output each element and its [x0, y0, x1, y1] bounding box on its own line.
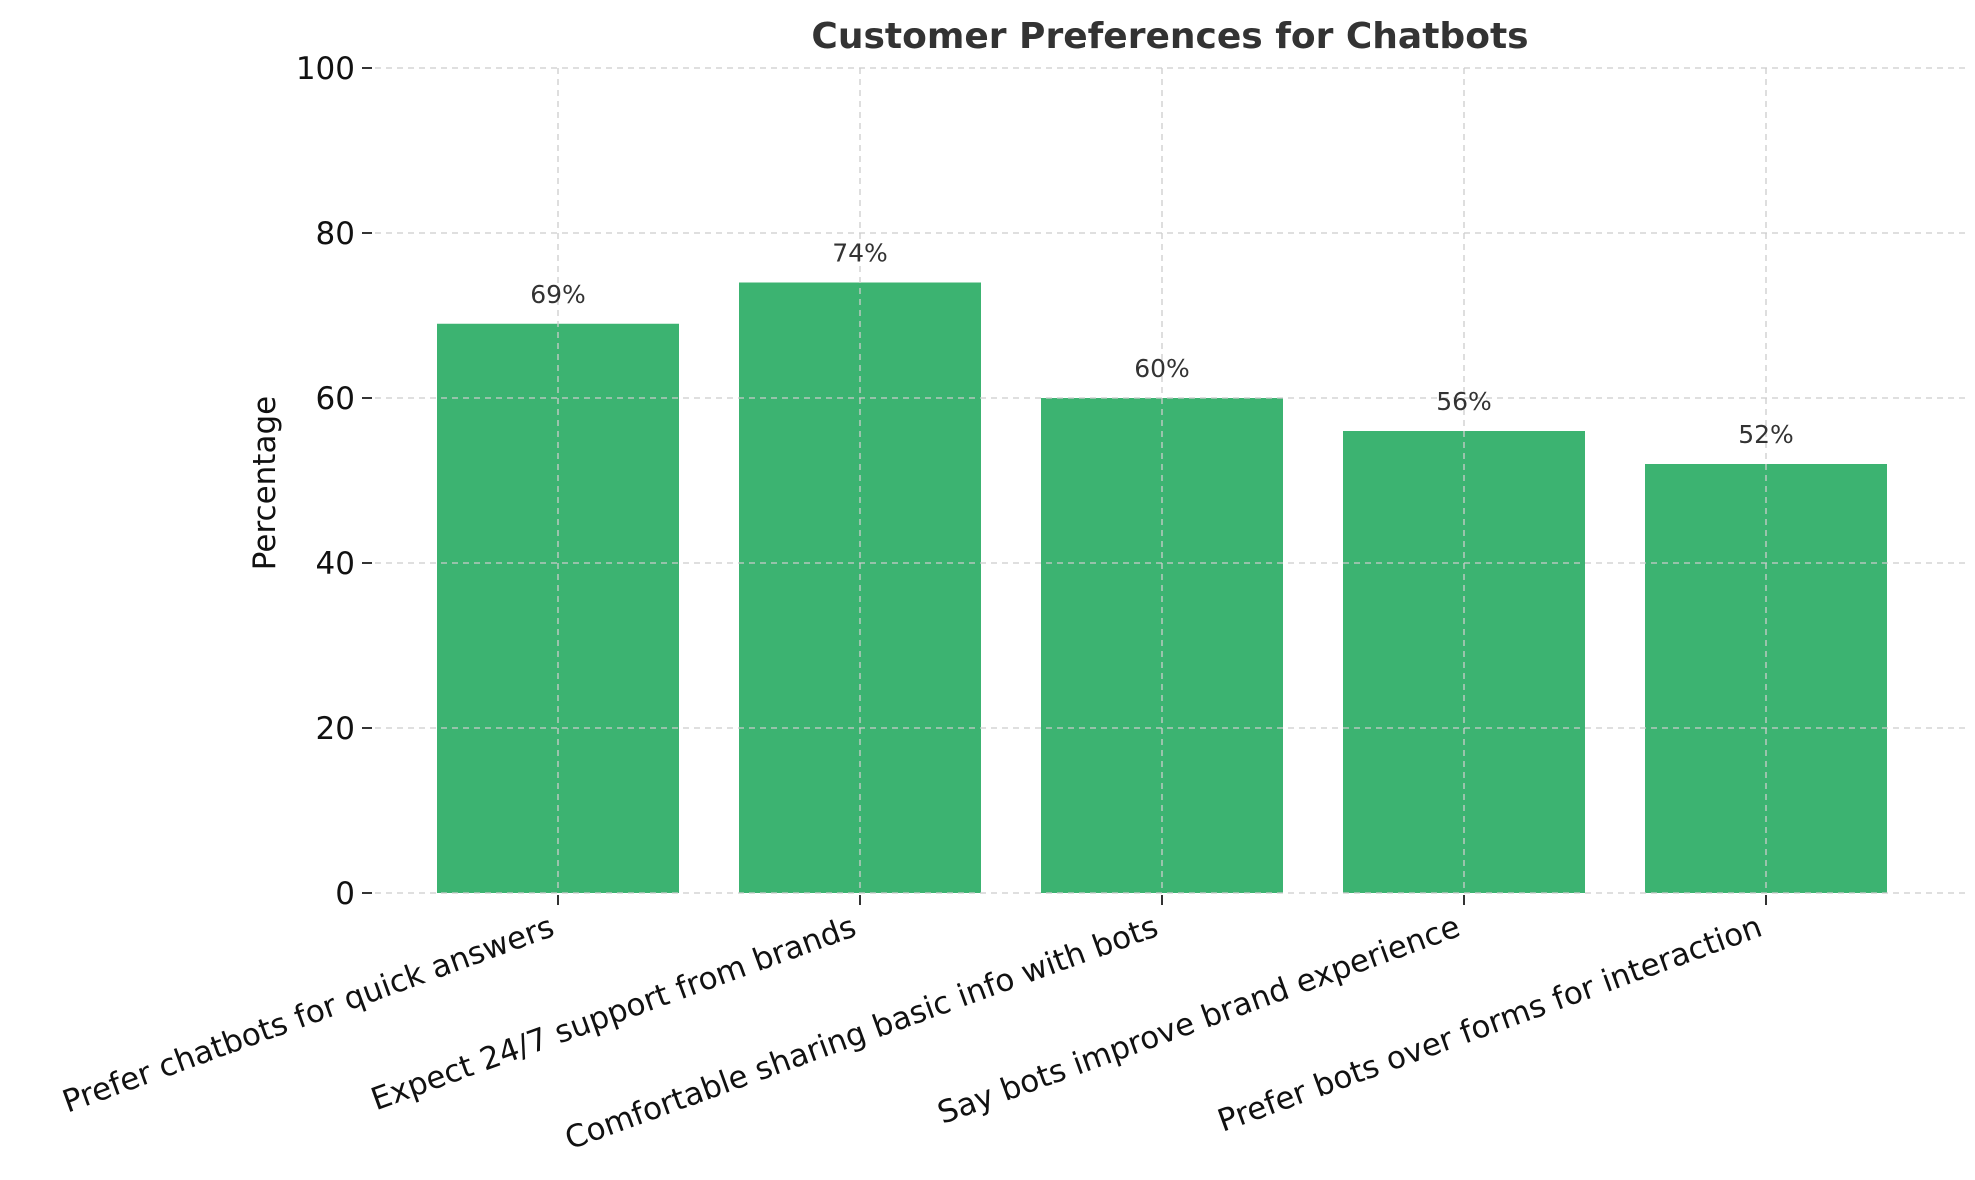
y-tick-label: 40: [316, 546, 355, 582]
x-tick-label: Say bots improve brand experience: [933, 909, 1465, 1132]
data-label: 69%: [530, 280, 586, 309]
y-tick-label: 60: [316, 381, 355, 417]
y-tick-label: 80: [316, 216, 355, 252]
data-label: 52%: [1738, 420, 1794, 449]
chart-title: Customer Preferences for Chatbots: [811, 16, 1528, 57]
data-label: 56%: [1436, 387, 1492, 416]
y-tick-label: 20: [316, 711, 355, 747]
grid-layer: [375, 67, 1965, 894]
y-axis: 0 20 40 60 80 100: [296, 51, 372, 912]
data-labels: 69% 74% 60% 56% 52%: [530, 239, 1794, 450]
y-tick-label: 100: [296, 51, 355, 87]
x-tick-label: Prefer chatbots for quick answers: [58, 909, 559, 1121]
data-label: 74%: [832, 239, 888, 268]
x-axis: Prefer chatbots for quick answersExpect …: [58, 895, 1767, 1157]
y-tick-label: 0: [335, 876, 355, 912]
x-tick-label: Prefer bots over forms for interaction: [1213, 909, 1767, 1140]
data-label: 60%: [1134, 354, 1190, 383]
y-axis-label: Percentage: [247, 396, 283, 570]
x-tick-label: Comfortable sharing basic info with bots: [560, 909, 1162, 1158]
x-tick-label: Expect 24/7 support from brands: [366, 909, 860, 1118]
